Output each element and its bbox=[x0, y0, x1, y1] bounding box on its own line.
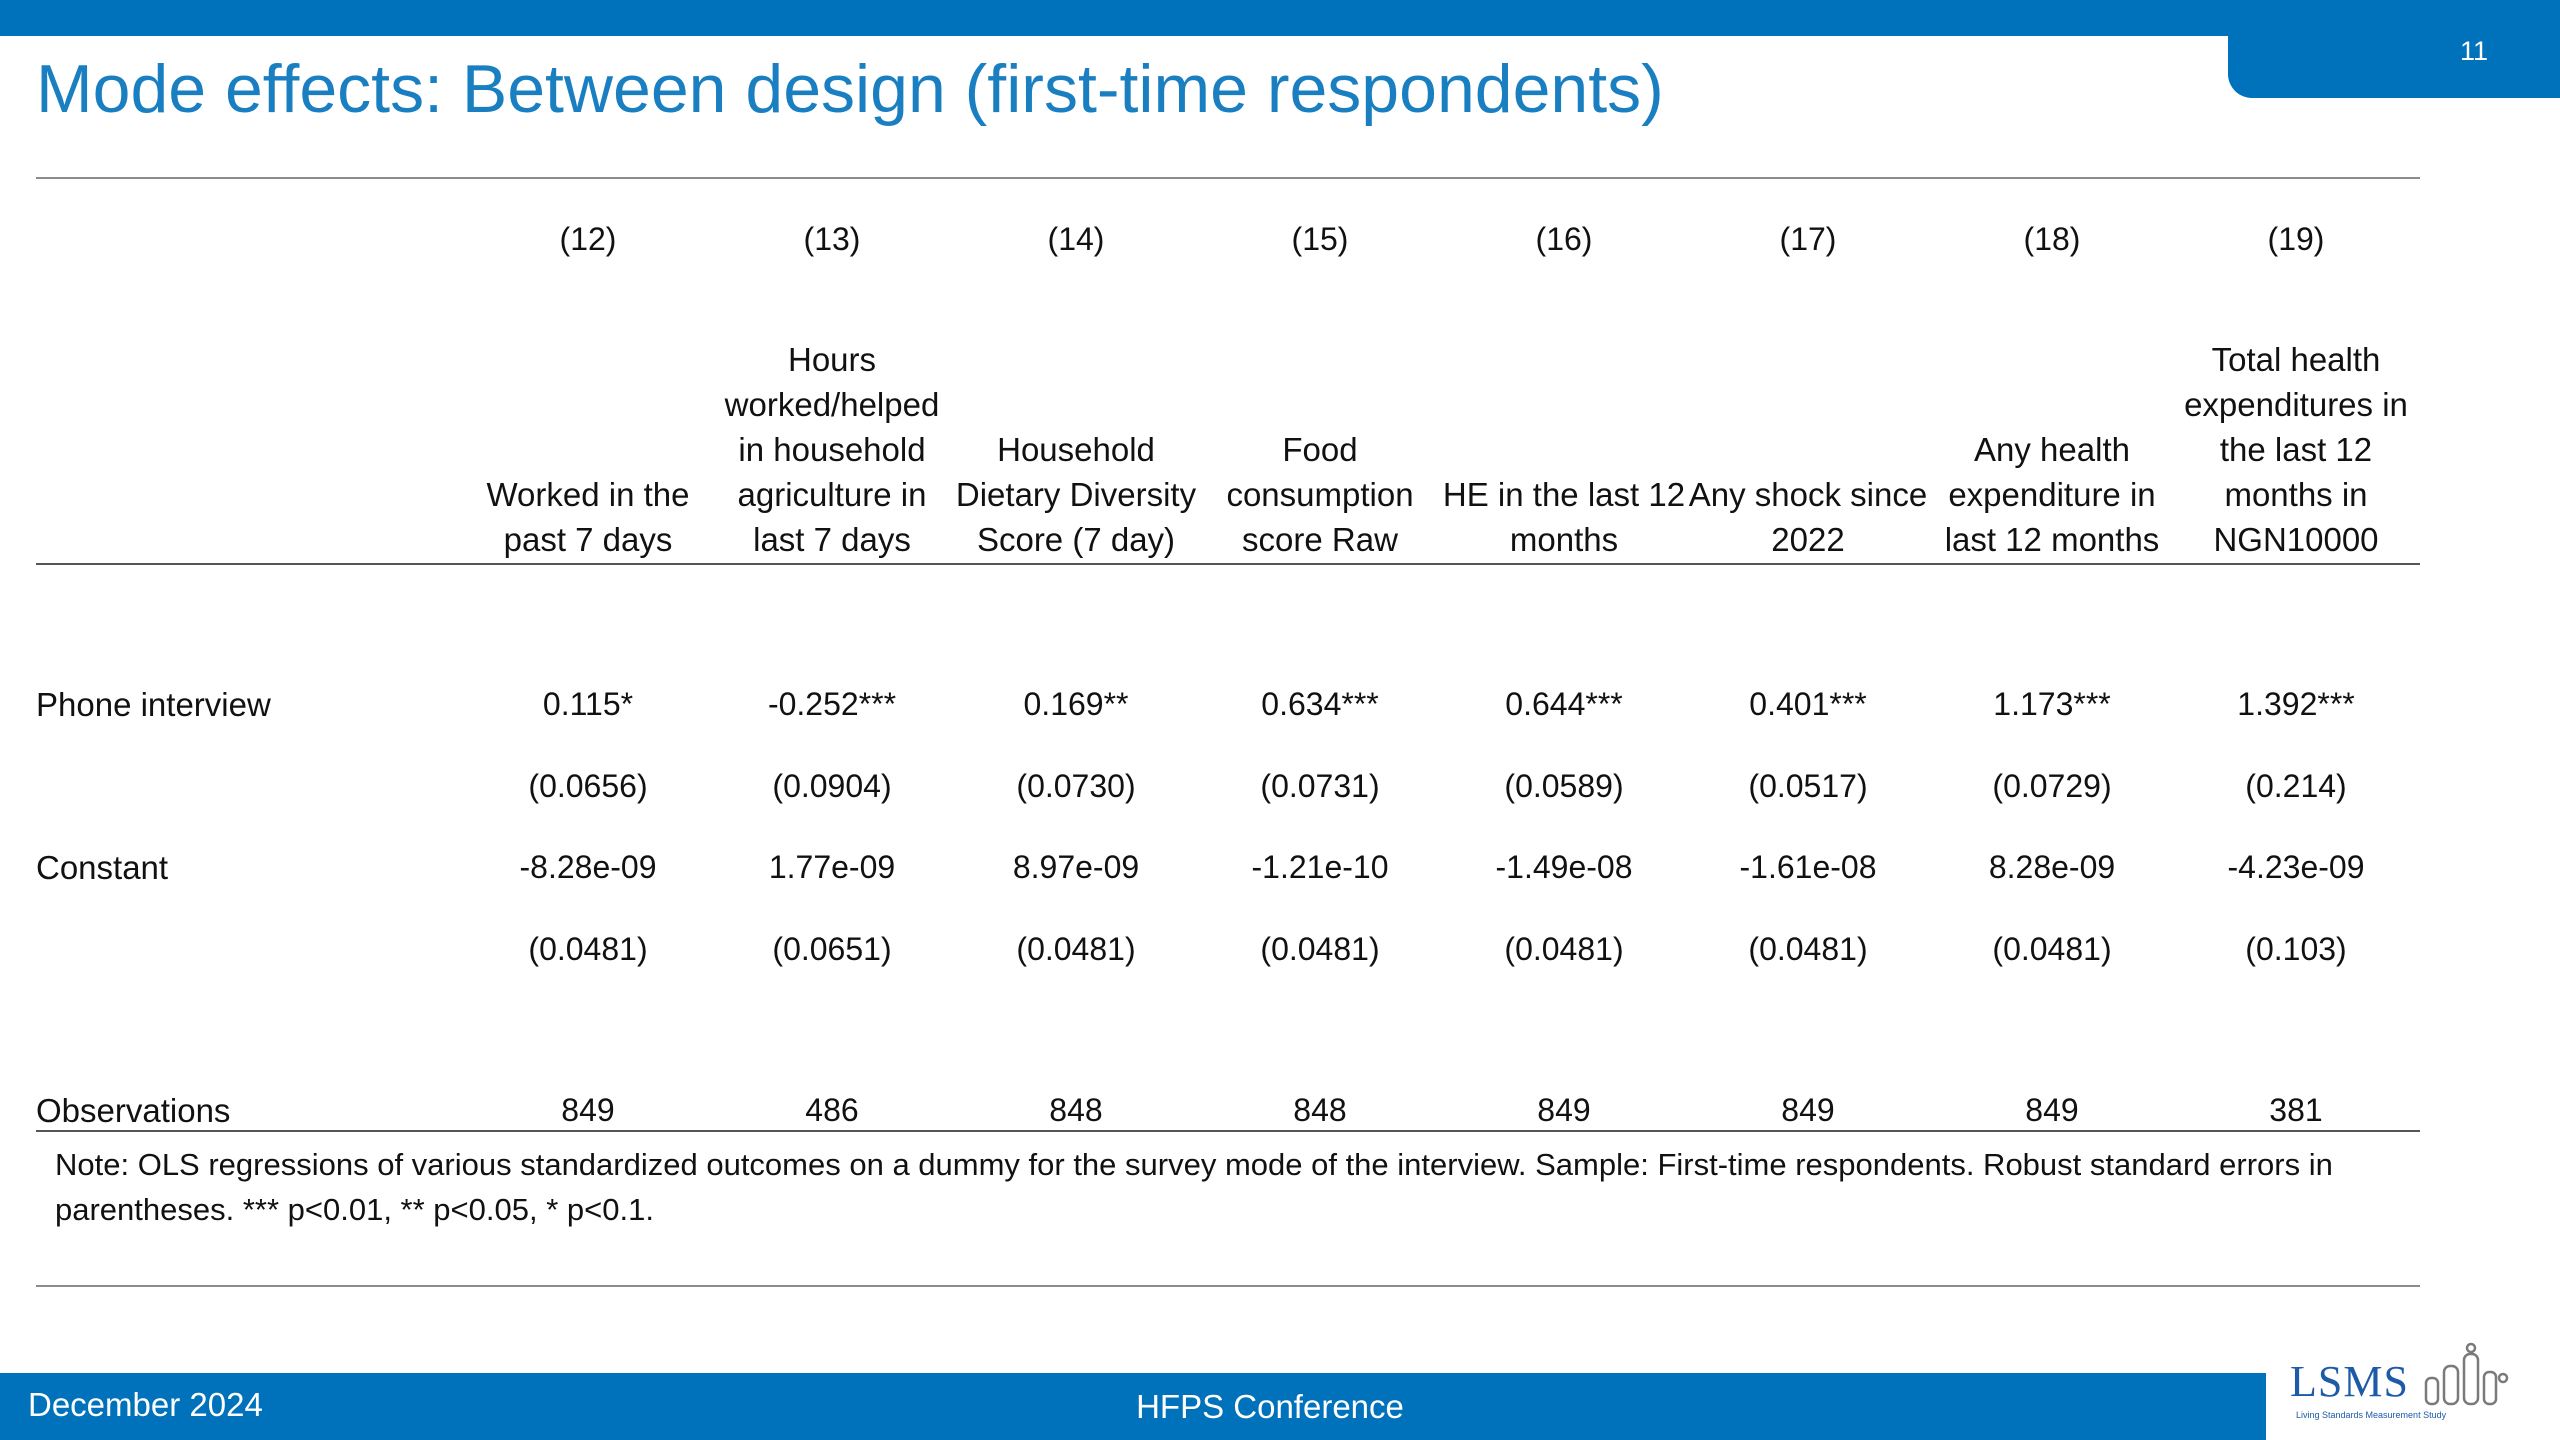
column-number: (17) bbox=[1779, 221, 1837, 257]
column-number: (16) bbox=[1535, 221, 1593, 257]
table-cell: (0.0481) bbox=[1260, 931, 1380, 967]
page-number-tab bbox=[2228, 0, 2560, 98]
table-cell: 0.401*** bbox=[1749, 686, 1867, 722]
table-cell: (0.0729) bbox=[1992, 768, 2112, 804]
column-header: Any health expenditure in last 12 months bbox=[1930, 250, 2174, 562]
table-cell: 849 bbox=[2025, 1092, 2079, 1128]
table-cell: (0.0481) bbox=[1504, 931, 1624, 967]
column-number: (12) bbox=[559, 221, 617, 257]
table-cell: -8.28e-09 bbox=[519, 849, 657, 885]
footer-date: December 2024 bbox=[28, 1386, 263, 1423]
table-cell: 849 bbox=[561, 1092, 615, 1128]
table-cell: (0.0731) bbox=[1260, 768, 1380, 804]
logo-text: LSMS bbox=[2290, 1357, 2409, 1406]
column-header-label: Household Dietary Diversity Score (7 day… bbox=[955, 431, 1197, 558]
table-cell: (0.0589) bbox=[1504, 768, 1624, 804]
table-cell: 0.644*** bbox=[1505, 686, 1623, 722]
table-cell: 848 bbox=[1293, 1092, 1347, 1128]
table-cell: -0.252*** bbox=[767, 686, 897, 722]
table-cell: -1.21e-10 bbox=[1251, 849, 1389, 885]
column-header-label: Total health expenditures in the last 12… bbox=[2184, 341, 2408, 558]
top-bar bbox=[0, 0, 2560, 36]
table-cell: (0.214) bbox=[2245, 768, 2347, 804]
column-number: (19) bbox=[2267, 221, 2325, 257]
table-cell: 1.392*** bbox=[2237, 686, 2355, 722]
table-cell: 0.115* bbox=[542, 686, 634, 722]
column-number: (18) bbox=[2023, 221, 2081, 257]
table-cell: 0.634*** bbox=[1261, 686, 1379, 722]
column-header: Hours worked/helped in household agricul… bbox=[710, 250, 954, 562]
column-header: Household Dietary Diversity Score (7 day… bbox=[954, 250, 1198, 562]
table-cell: -1.61e-08 bbox=[1739, 849, 1877, 885]
table-cell: 849 bbox=[1781, 1092, 1835, 1128]
column-header-label: HE in the last 12 months bbox=[1442, 476, 1686, 558]
table-cell: (0.0517) bbox=[1748, 768, 1868, 804]
table-cell: 0.169** bbox=[1023, 686, 1129, 722]
column-number: (15) bbox=[1291, 221, 1349, 257]
column-number: (14) bbox=[1047, 221, 1105, 257]
logo-subtitle: Living Standards Measurement Study bbox=[2296, 1410, 2447, 1420]
table-cell: (0.0656) bbox=[528, 768, 648, 804]
column-header: HE in the last 12 months bbox=[1442, 250, 1686, 562]
row-label: Phone interview bbox=[36, 686, 271, 723]
table-cell: (0.0651) bbox=[772, 931, 892, 967]
column-number: (13) bbox=[803, 221, 861, 257]
column-header: Food consumption score Raw bbox=[1198, 250, 1442, 562]
slide-title: Mode effects: Between design (first-time… bbox=[36, 51, 1664, 127]
column-header: Any shock since 2022 bbox=[1686, 250, 1930, 562]
table-top-rule bbox=[36, 177, 2420, 179]
column-header: Total health expenditures in the last 12… bbox=[2174, 250, 2418, 562]
table-cell: (0.0481) bbox=[1016, 931, 1136, 967]
table-note: Note: OLS regressions of various standar… bbox=[55, 1147, 2333, 1227]
bottom-bar bbox=[0, 1373, 2560, 1440]
column-header-label: Food consumption score Raw bbox=[1226, 431, 1414, 558]
table-bottom-rule bbox=[36, 1130, 2420, 1132]
row-label: Observations bbox=[36, 1092, 231, 1129]
table-cell: 381 bbox=[2269, 1092, 2323, 1128]
column-header-label: Any health expenditure in last 12 months bbox=[1944, 431, 2160, 558]
table-cell: (0.0730) bbox=[1016, 768, 1136, 804]
table-cell: (0.0481) bbox=[1992, 931, 2112, 967]
table-cell: 1.77e-09 bbox=[768, 849, 896, 885]
page-number: 11 bbox=[2459, 36, 2488, 66]
logo-figures-icon bbox=[2424, 1342, 2509, 1406]
table-cell: 849 bbox=[1537, 1092, 1591, 1128]
column-header-label: Any shock since 2022 bbox=[1688, 476, 1928, 558]
table-cell: 8.28e-09 bbox=[1988, 849, 2116, 885]
header-bottom-rule bbox=[36, 563, 2420, 565]
table-cell: (0.0481) bbox=[1748, 931, 1868, 967]
table-cell: -4.23e-09 bbox=[2227, 849, 2365, 885]
table-cell: (0.103) bbox=[2245, 931, 2347, 967]
table-cell: (0.0904) bbox=[772, 768, 892, 804]
table-cell: 848 bbox=[1049, 1092, 1103, 1128]
table-cell: (0.0481) bbox=[528, 931, 648, 967]
footer-event: HFPS Conference bbox=[1136, 1388, 1404, 1425]
note-bottom-rule bbox=[36, 1285, 2420, 1287]
column-header-label: Hours worked/helped in household agricul… bbox=[724, 341, 940, 558]
lsms-logo: LSMS Living Standards Measurement Study bbox=[2266, 1328, 2560, 1440]
table-cell: -1.49e-08 bbox=[1495, 849, 1633, 885]
table-cell: 1.173*** bbox=[1993, 686, 2111, 722]
column-header: Worked in the past 7 days bbox=[466, 250, 710, 562]
row-label: Constant bbox=[36, 849, 169, 886]
table-cell: 8.97e-09 bbox=[1012, 849, 1140, 885]
column-header-label: Worked in the past 7 days bbox=[486, 476, 690, 558]
table-cell: 486 bbox=[805, 1092, 859, 1128]
